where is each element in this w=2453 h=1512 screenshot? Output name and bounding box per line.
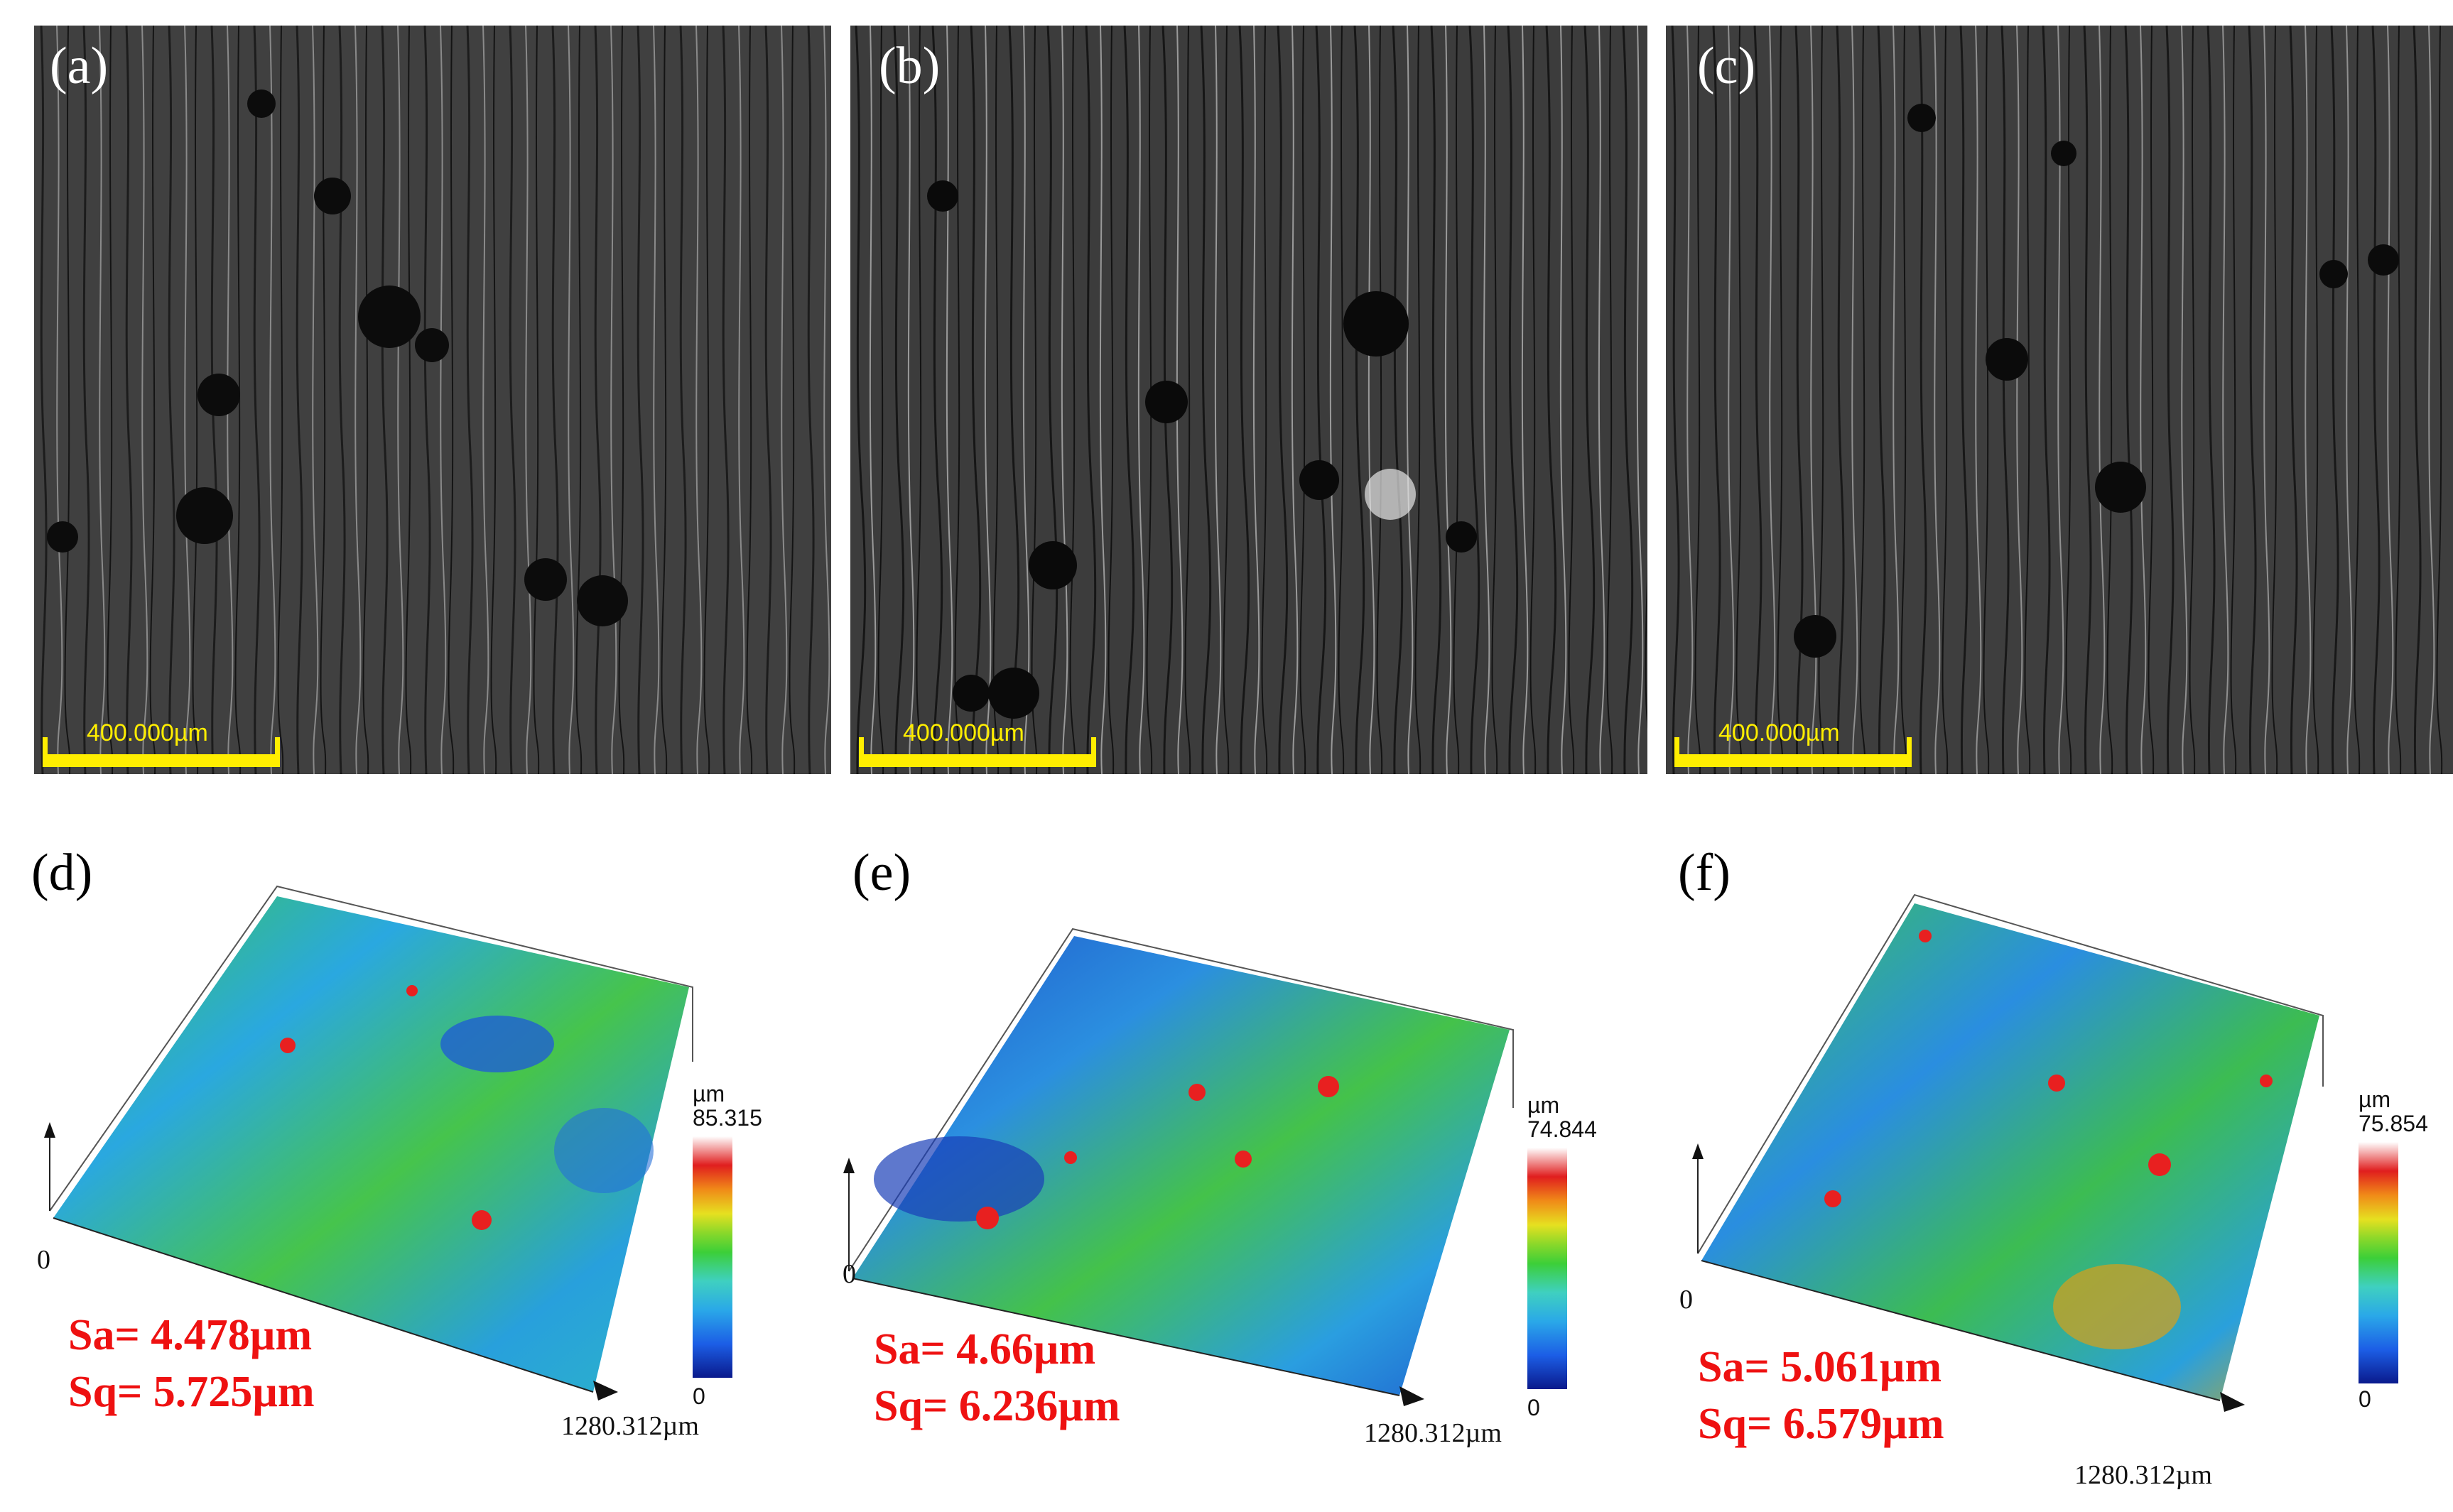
x-axis-length-label: 1280.312µm bbox=[561, 1411, 699, 1441]
surface-3d-graphic bbox=[1692, 893, 2324, 1412]
panel-label: (c) bbox=[1697, 37, 1756, 95]
colorbar-min: 0 bbox=[1527, 1395, 1540, 1420]
scale-bar-line bbox=[1674, 754, 1912, 767]
panel-label: (a) bbox=[50, 37, 109, 95]
scale-bar-line bbox=[43, 754, 280, 767]
colorbar-max: 74.844 bbox=[1527, 1116, 1597, 1142]
colorbar-max: 85.315 bbox=[693, 1105, 762, 1131]
panel-label: (d) bbox=[31, 844, 93, 902]
micrograph-a: (a) 400.000µm bbox=[34, 26, 831, 774]
colorbar-max: 75.854 bbox=[2359, 1111, 2428, 1136]
x-axis-length-label: 1280.312µm bbox=[1364, 1418, 1502, 1448]
micrograph-b: (b) 400.000µm bbox=[850, 26, 1647, 774]
colorbar-unit: µm bbox=[2359, 1087, 2391, 1112]
panel-label: (e) bbox=[852, 844, 911, 902]
x-axis-length-label: 1280.312µm bbox=[2074, 1460, 2212, 1490]
surface-plot-d: (d) µm 85.315 0 0 1280.312µm Sa= 4.478µm… bbox=[0, 847, 817, 1512]
surface-plot-f: (f) µm 75.854 0 0 1280.312µm Sa= 5.061µm… bbox=[1634, 847, 2451, 1512]
sa-value: Sa= 4.478µm bbox=[68, 1311, 313, 1359]
origin-label: 0 bbox=[1679, 1285, 1693, 1315]
colorbar bbox=[1527, 1148, 1567, 1389]
micrograph-texture bbox=[850, 26, 1647, 774]
colorbar-unit: µm bbox=[1527, 1092, 1560, 1118]
colorbar-min: 0 bbox=[2359, 1386, 2371, 1412]
micrograph-c: (c) 400.000µm bbox=[1666, 26, 2453, 774]
sq-value: Sq= 5.725µm bbox=[68, 1368, 315, 1416]
sa-value: Sa= 4.66µm bbox=[874, 1325, 1096, 1374]
sq-value: Sq= 6.236µm bbox=[874, 1382, 1120, 1430]
colorbar-unit: µm bbox=[693, 1081, 725, 1106]
origin-label: 0 bbox=[843, 1259, 856, 1289]
scale-bar-tick bbox=[1091, 737, 1096, 767]
surface-3d-graphic bbox=[843, 928, 1514, 1406]
colorbar bbox=[693, 1136, 732, 1378]
sa-value: Sa= 5.061µm bbox=[1698, 1343, 1942, 1391]
scale-bar-tick bbox=[1907, 737, 1912, 767]
panel-label: (b) bbox=[879, 37, 941, 95]
micrograph-texture bbox=[34, 26, 831, 774]
scale-bar-tick bbox=[859, 737, 864, 767]
scale-bar-label: 400.000µm bbox=[903, 719, 1024, 746]
colorbar-min: 0 bbox=[693, 1383, 705, 1409]
scale-bar-label: 400.000µm bbox=[1718, 719, 1840, 746]
scale-bar-line bbox=[859, 754, 1096, 767]
origin-label: 0 bbox=[37, 1245, 50, 1275]
scale-bar-tick bbox=[1674, 737, 1679, 767]
scale-bar-label: 400.000µm bbox=[87, 719, 208, 746]
sq-value: Sq= 6.579µm bbox=[1698, 1400, 1944, 1448]
surface-3d-graphic bbox=[44, 885, 693, 1400]
surface-plot-e: (e) µm 74.844 0 0 1280.312µm Sa= 4.66µm … bbox=[817, 847, 1634, 1512]
scale-bar-tick bbox=[43, 737, 48, 767]
colorbar bbox=[2359, 1142, 2398, 1383]
micrograph-texture bbox=[1666, 26, 2453, 774]
scale-bar-tick bbox=[275, 737, 280, 767]
panel-label: (f) bbox=[1678, 844, 1731, 902]
